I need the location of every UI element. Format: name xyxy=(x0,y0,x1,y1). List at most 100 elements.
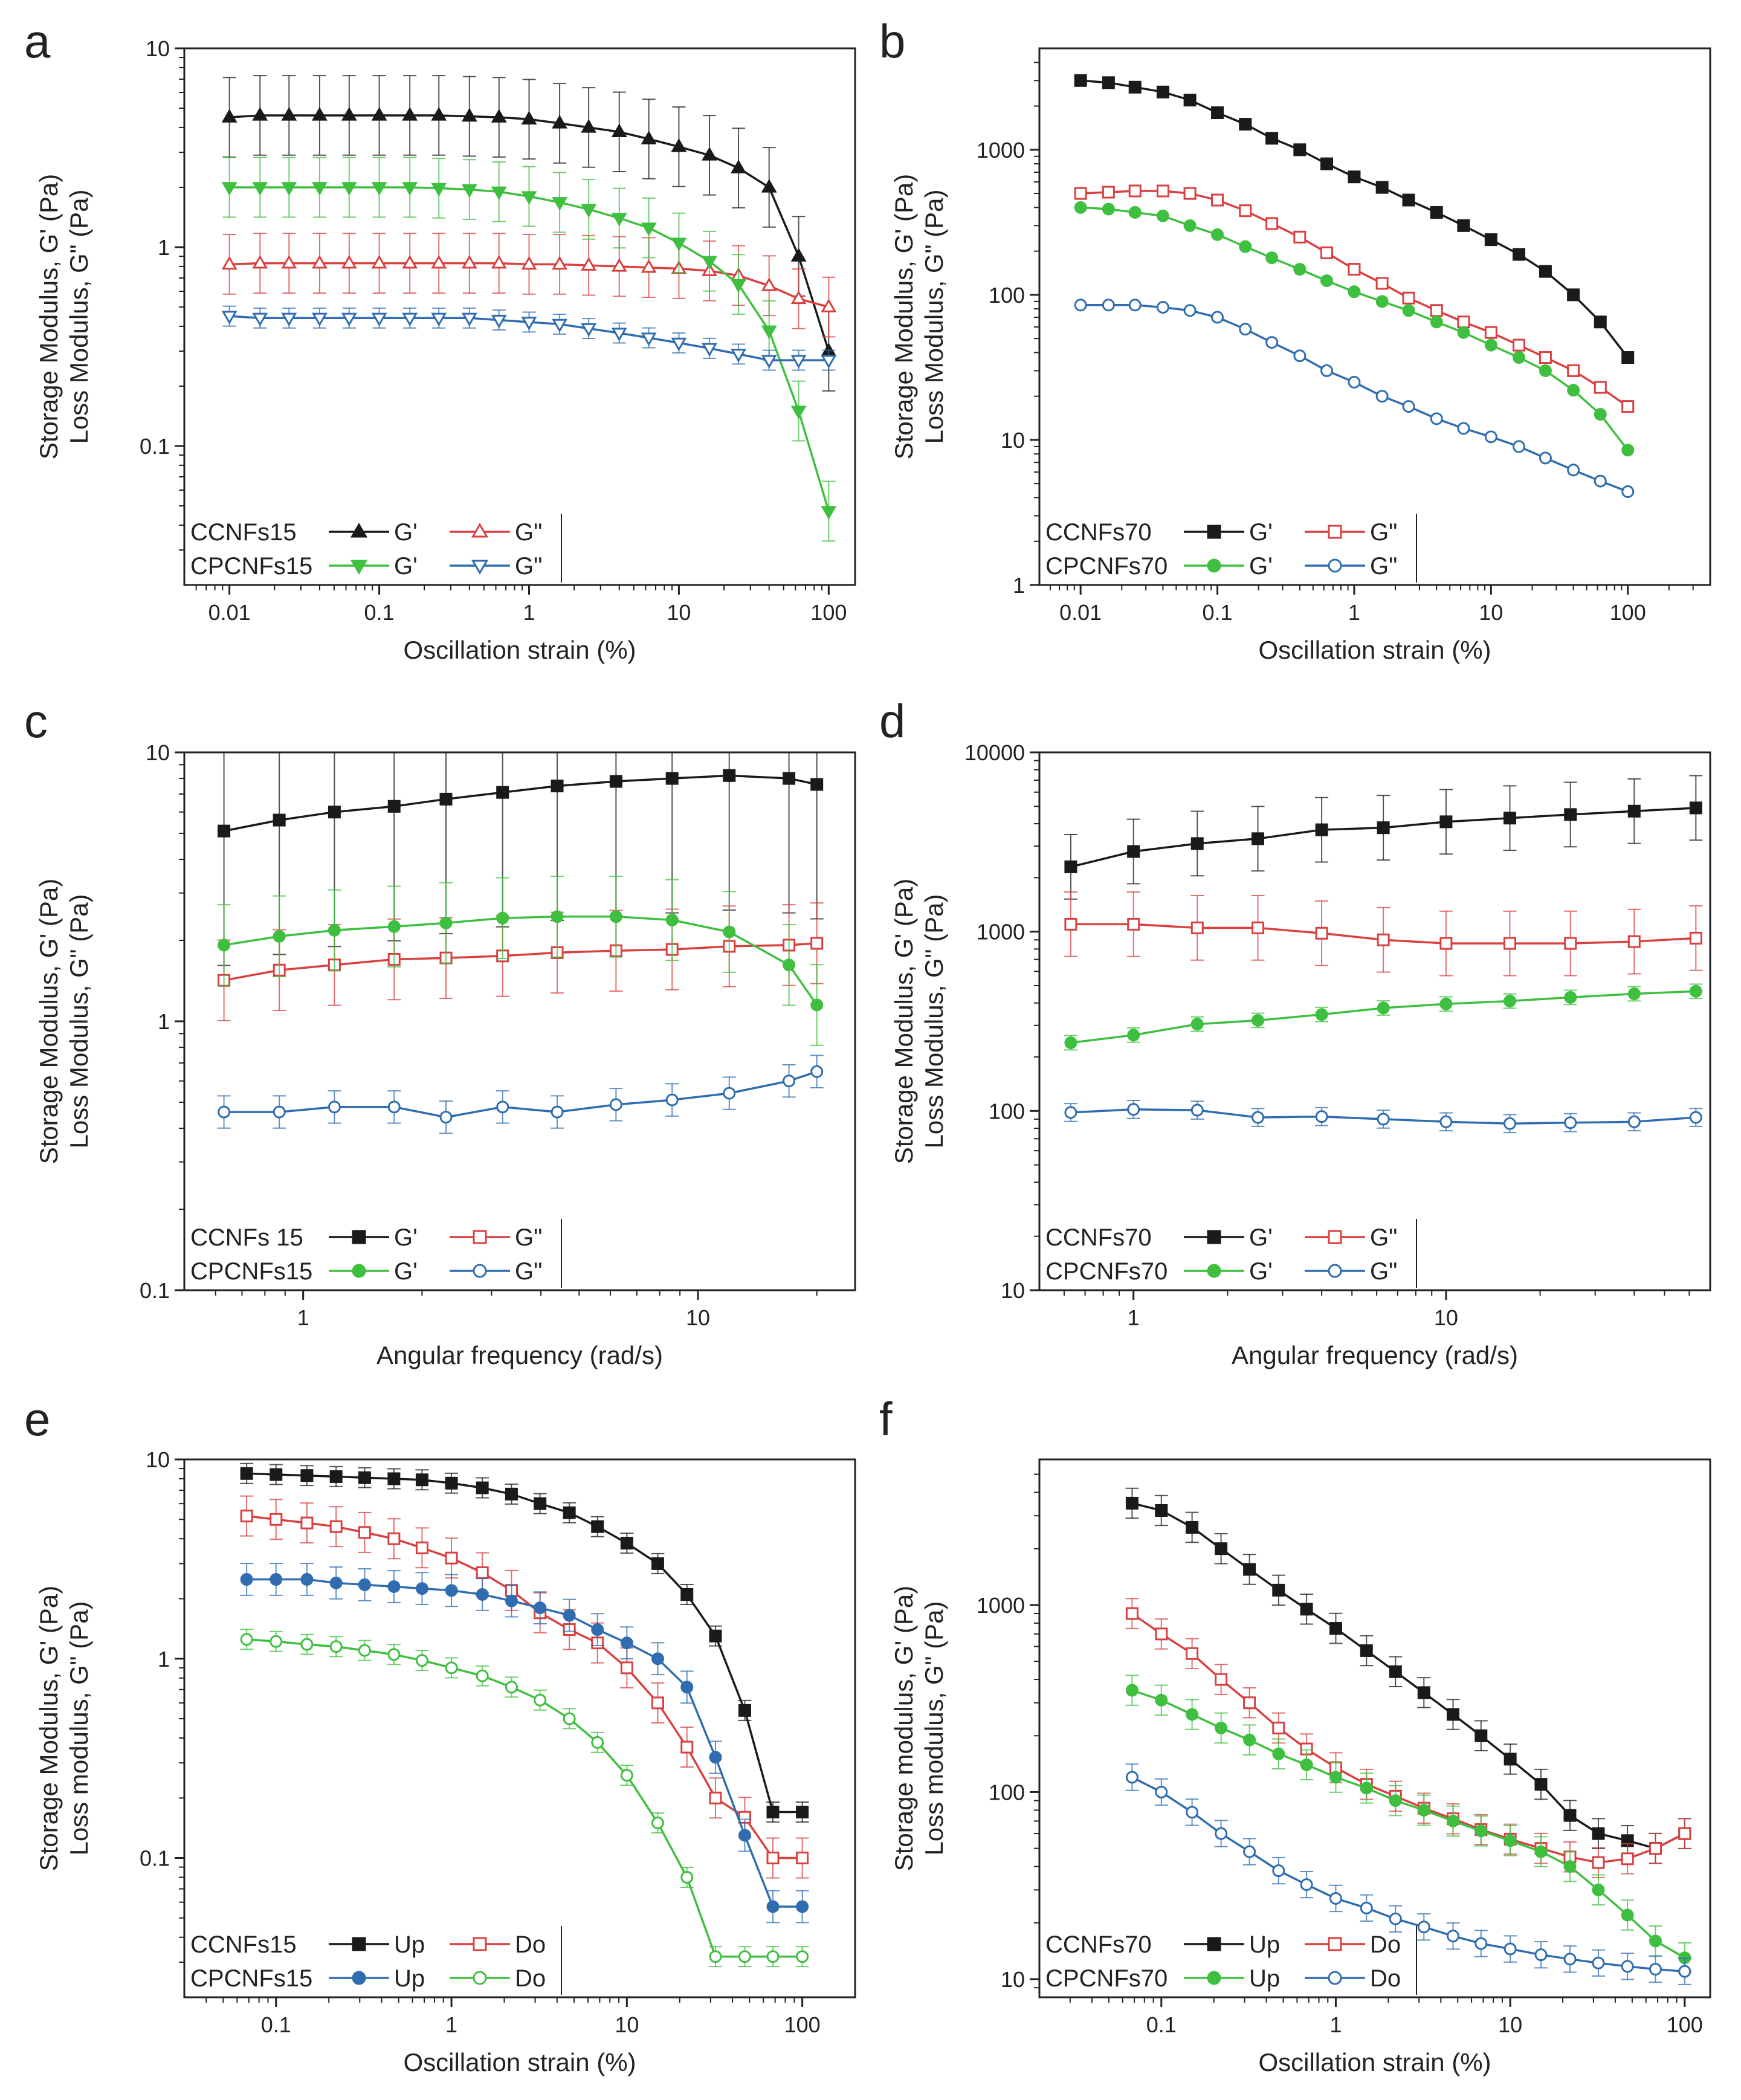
data-point xyxy=(651,1557,664,1570)
data-point xyxy=(1211,106,1224,120)
data-point xyxy=(1315,823,1328,836)
data-point xyxy=(731,279,747,293)
data-point xyxy=(1621,444,1635,457)
data-point xyxy=(591,1520,604,1533)
data-point xyxy=(552,318,568,333)
y-tick-label: 10 xyxy=(1001,428,1025,453)
minor-ticks xyxy=(1034,760,1690,1296)
data-point xyxy=(1265,217,1279,230)
data-point xyxy=(1484,338,1497,352)
data-point xyxy=(1215,1542,1228,1556)
plot-area xyxy=(1074,74,1635,499)
y-axis-label-loss: Loss Modulus, G" (Pa) xyxy=(920,894,948,1148)
data-point xyxy=(1430,304,1443,317)
data-point xyxy=(1300,1878,1313,1892)
data-point xyxy=(1457,422,1470,435)
x-tick-label: 0.1 xyxy=(364,600,395,625)
data-point xyxy=(496,911,509,925)
data-point xyxy=(341,312,357,327)
data-point xyxy=(1504,1942,1517,1956)
legend-swatch-marker xyxy=(1207,1971,1221,1985)
legend-label: CPCNFs15 xyxy=(190,553,312,580)
y-axis-label-loss: Loss Modulus, G" (Pa) xyxy=(65,189,93,444)
legend-entry-text: Do xyxy=(1370,1965,1401,1992)
legend-swatch-marker xyxy=(473,1264,487,1278)
data-point xyxy=(761,277,777,291)
legend-entry-text: Do xyxy=(1370,1931,1401,1958)
data-point xyxy=(1125,1607,1139,1620)
legend-entry-text: G' xyxy=(394,1224,418,1251)
legend-swatch-marker xyxy=(352,1264,366,1278)
data-point xyxy=(1564,1116,1577,1129)
legend-swatch-marker xyxy=(1328,1264,1342,1278)
y-tick-label: 1000 xyxy=(977,138,1025,163)
legend-entry-text: G' xyxy=(1249,553,1273,580)
x-tick-label: 1 xyxy=(297,1305,309,1330)
y-tick-label: 1 xyxy=(158,1009,170,1034)
data-point xyxy=(609,910,622,923)
data-point xyxy=(461,108,477,122)
data-point xyxy=(738,1704,751,1717)
data-point xyxy=(1320,246,1333,259)
legend-entry-text: G" xyxy=(515,1224,542,1251)
legend-label: CPCNFs70 xyxy=(1045,1258,1168,1285)
data-point xyxy=(620,1661,633,1675)
data-point xyxy=(1389,1912,1402,1925)
legend-swatch-marker xyxy=(352,1971,366,1985)
data-point xyxy=(1375,295,1389,308)
series-2 xyxy=(221,157,837,542)
data-point xyxy=(1689,1111,1702,1124)
data-point xyxy=(1503,995,1516,1008)
data-point xyxy=(1627,987,1641,1001)
data-point xyxy=(496,1100,509,1114)
x-tick-label: 1 xyxy=(445,2012,457,2037)
data-point xyxy=(1125,1771,1139,1784)
x-tick-label: 10 xyxy=(615,2012,639,2037)
data-point xyxy=(358,1471,371,1484)
data-point xyxy=(221,109,237,123)
legend-swatch-marker xyxy=(350,522,368,538)
data-point xyxy=(1329,1622,1342,1635)
data-point xyxy=(221,182,237,196)
x-tick-label: 0.1 xyxy=(1203,600,1233,625)
data-point xyxy=(402,254,418,269)
data-point xyxy=(1621,1960,1634,1973)
data-point xyxy=(1377,821,1390,835)
legend-swatch-marker xyxy=(1207,558,1221,573)
legend-swatch-marker xyxy=(471,560,489,575)
data-point xyxy=(581,204,597,218)
data-point xyxy=(1315,1110,1328,1123)
data-point xyxy=(1190,921,1204,934)
data-point xyxy=(709,1950,722,1963)
data-point xyxy=(445,1661,458,1675)
data-point xyxy=(671,337,687,352)
data-point xyxy=(1594,315,1607,329)
data-point xyxy=(270,1573,283,1586)
data-point xyxy=(1539,364,1552,377)
data-point xyxy=(311,312,328,327)
data-point xyxy=(821,355,837,369)
data-point xyxy=(1155,1627,1168,1641)
y-axis-label-loss: Loss modulus, G" (Pa) xyxy=(920,1601,948,1855)
data-point xyxy=(766,1852,780,1865)
data-point xyxy=(1592,1883,1605,1896)
data-point xyxy=(702,147,717,161)
data-point xyxy=(1125,1496,1139,1510)
legend: CCNFs70 G' G" CPCNFs70 G' G" xyxy=(1045,1219,1417,1288)
data-point xyxy=(1156,85,1169,99)
data-point xyxy=(1402,304,1415,317)
data-point xyxy=(611,328,627,341)
data-point xyxy=(1128,184,1142,198)
data-point xyxy=(387,800,401,813)
legend-swatch-marker xyxy=(1328,525,1342,539)
data-point xyxy=(1513,440,1526,453)
data-point xyxy=(766,1806,780,1819)
legend-entry-text: Do xyxy=(515,1965,546,1992)
series-1 xyxy=(240,1495,809,1879)
y-axis-label-storage: Storage Modulus, G' (Pa) xyxy=(890,174,918,460)
data-point xyxy=(1627,804,1641,818)
data-point xyxy=(1320,364,1333,377)
x-tick-label: 1 xyxy=(1128,1305,1140,1330)
legend-entry-text: Up xyxy=(1249,1931,1280,1958)
data-point xyxy=(521,317,537,331)
